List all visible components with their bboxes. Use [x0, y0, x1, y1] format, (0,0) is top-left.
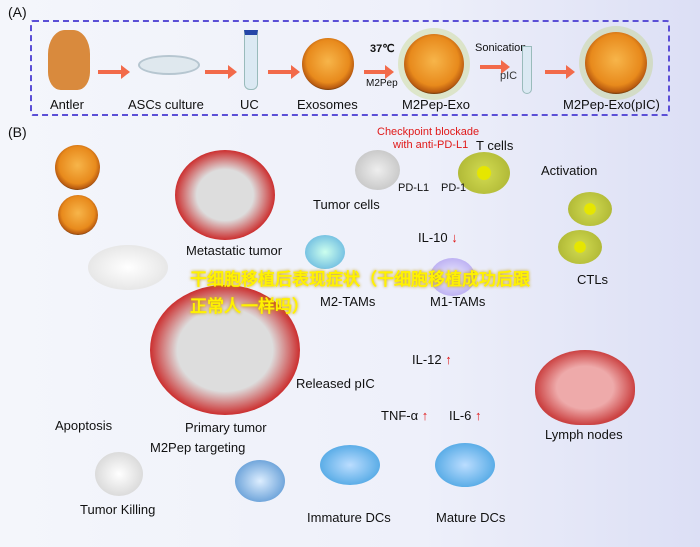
process-arrow	[205, 65, 237, 79]
mature-dc-icon	[435, 443, 495, 487]
m2pep-exo-icon	[404, 34, 464, 94]
targeted-cell-icon	[235, 460, 285, 502]
nanoparticle-icon	[58, 195, 98, 235]
m2-tams-label: M2-TAMs	[320, 294, 376, 309]
lymph-nodes-label: Lymph nodes	[545, 427, 623, 442]
watermark-text: 干细胞移植后表现症状（干细胞移植成功后跟正常人一样吗）	[190, 270, 530, 316]
checkpoint-label-2: with anti-PD-L1	[393, 139, 469, 151]
nanoparticle-icon	[55, 145, 100, 190]
m2pep-label: M2Pep	[366, 78, 398, 89]
step-label: ASCs culture	[128, 97, 204, 112]
pd-1-label: PD-1	[441, 182, 467, 194]
m2-tam-icon	[305, 235, 345, 269]
immature-dc-icon	[320, 445, 380, 485]
temperature-label: 37℃	[370, 43, 395, 55]
t-cell-icon	[458, 152, 510, 194]
sonication-label: Sonication	[475, 42, 527, 54]
ctl-icon	[568, 192, 612, 226]
petri-dish-icon	[138, 55, 200, 75]
step-label: Antler	[50, 97, 84, 112]
panel-a-label: (A)	[8, 4, 27, 20]
metastatic-tumor-icon	[175, 150, 275, 240]
step-label: M2Pep-Exo(pIC)	[563, 97, 660, 112]
panel-a-frame	[30, 20, 670, 116]
process-arrow	[545, 65, 575, 79]
centrifuge-tube-icon	[244, 30, 258, 90]
deer-icon	[48, 30, 90, 90]
m2pep-targeting-label: M2Pep targeting	[150, 440, 246, 455]
process-arrow	[98, 65, 130, 79]
pd-l1-label: PD-L1	[398, 182, 430, 194]
il6-label: IL-6 ↑	[449, 408, 482, 423]
il10-label: IL-10 ↓	[418, 230, 458, 245]
step-label: Exosomes	[297, 97, 358, 112]
activation-label: Activation	[541, 163, 598, 178]
panel-b-label: (B)	[8, 124, 27, 140]
mouse-icon	[88, 245, 168, 290]
m1-tam-icon	[430, 258, 475, 296]
tumor-cell-icon	[355, 150, 400, 190]
ctl-icon	[558, 230, 602, 264]
m1-tams-label: M1-TAMs	[430, 294, 486, 309]
mature-dcs-label: Mature DCs	[436, 510, 506, 525]
tumor-cells-label: Tumor cells	[313, 197, 380, 212]
checkpoint-label: Checkpoint blockade	[377, 126, 480, 138]
released-pic-label: Released pIC	[296, 376, 375, 391]
process-arrow	[480, 60, 510, 74]
process-arrow	[268, 65, 300, 79]
tnf-label: TNF-α ↑	[381, 408, 429, 423]
exosome-icon	[302, 38, 354, 90]
metastatic-tumor-label: Metastatic tumor	[186, 243, 283, 258]
tumor-killing-label: Tumor Killing	[80, 502, 156, 517]
step-label: M2Pep-Exo	[402, 97, 470, 112]
t-cells-label: T cells	[476, 138, 514, 153]
il12-label: IL-12 ↑	[412, 352, 452, 367]
m2pep-exo-pic-icon	[585, 32, 647, 94]
primary-tumor-label: Primary tumor	[185, 420, 267, 435]
primary-tumor-icon	[150, 285, 300, 415]
ctls-label: CTLs	[577, 272, 609, 287]
tube-icon	[522, 46, 532, 94]
apoptosis-label: Apoptosis	[55, 418, 113, 433]
step-label: UC	[240, 97, 259, 112]
pic-label: pIC	[500, 70, 518, 82]
dead-tumor-cell-icon	[95, 452, 143, 496]
lymph-node-icon	[535, 350, 635, 425]
immature-dcs-label: Immature DCs	[307, 510, 391, 525]
process-arrow	[364, 65, 394, 79]
